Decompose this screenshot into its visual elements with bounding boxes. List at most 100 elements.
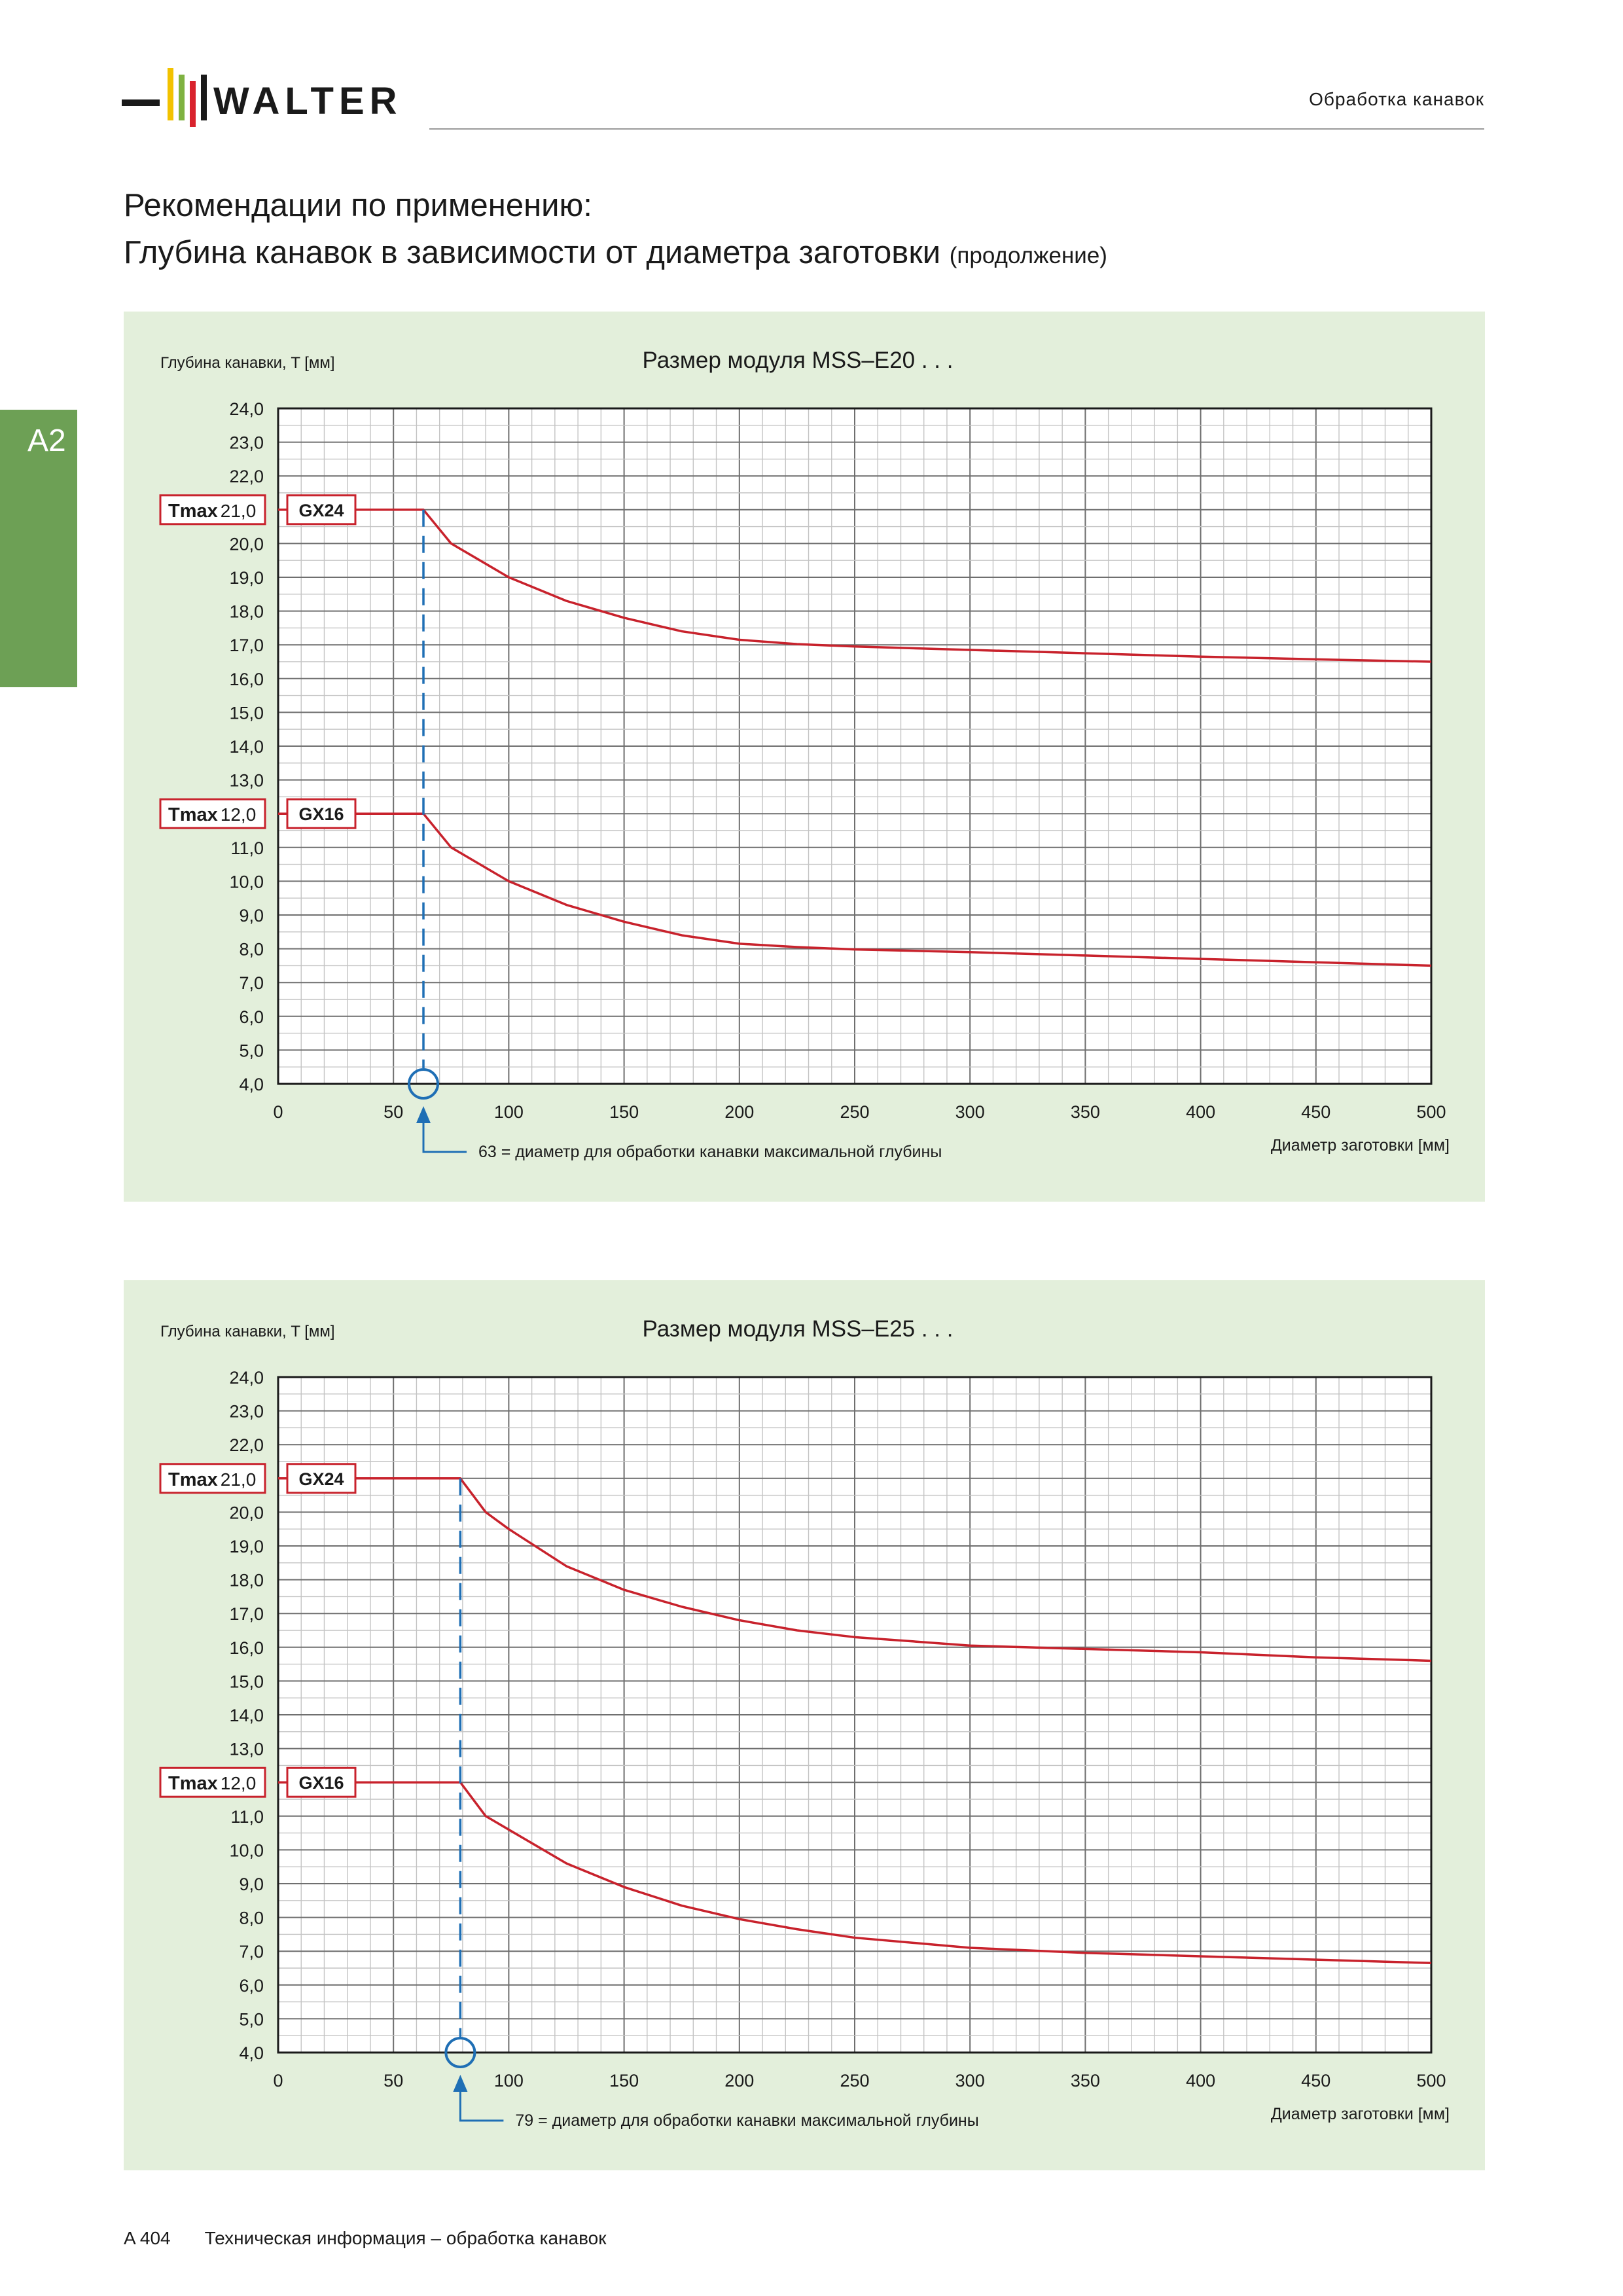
y-tick-label: 10,0 [229,1840,264,1860]
marker-annotation: 79 = диаметр для обработки канавки макси… [515,2111,978,2130]
y-tick-label: 20,0 [229,534,264,554]
plot-frame [277,407,1433,1085]
section-tab-label: A2 [27,423,66,458]
tmax-symbol: Tmax [168,1773,218,1794]
chart-panel-e25: Размер модуля MSS–E25 . . . Глубина канав… [124,1280,1485,2170]
y-tick-label: 24,0 [229,399,264,419]
series-label-box: GX24 [286,494,357,526]
y-tick-label: 6,0 [239,1976,264,1996]
y-tick-label: 11,0 [230,1807,264,1827]
walter-logo: WALTER [122,68,402,127]
tmax-label: Tmax 12,0 [168,1773,256,1794]
y-tick-label: 7,0 [239,973,264,993]
logo-text: WALTER [213,80,402,122]
series-line-gx24 [278,1477,1432,1662]
logo-bar-black [201,75,207,120]
x-tick-label: 100 [494,1102,524,1122]
x-tick-label: 350 [1071,2071,1100,2090]
x-tick-label: 250 [840,1102,869,1122]
series-label-frame [286,1463,357,1494]
y-tick-label: 9,0 [239,906,264,925]
page-title-line1: Рекомендации по применению: [124,188,592,223]
series-label: GX24 [298,501,344,520]
y-tick-label: 17,0 [229,1604,264,1624]
chart-e20: Размер модуля MSS–E20 . . . Глубина канав… [159,348,1450,1161]
tmax-box-frame [159,1463,266,1494]
logo-bar-red [190,81,196,127]
footer-page-number: A 404 [124,2228,171,2248]
y-tick-label: 16,0 [229,1638,264,1658]
tmax-box-frame [159,798,266,829]
page-title-suffix: (продолжение) [949,243,1107,268]
chart-title: Размер модуля MSS–E20 . . . [643,348,954,373]
marker-arrow-head [416,1106,431,1123]
series-label: GX16 [298,804,344,824]
tmax-label: Tmax 21,0 [168,1469,256,1490]
marker-annotation: 63 = диаметр для обработки канавки макси… [478,1143,942,1161]
y-tick-label: 22,0 [229,467,264,486]
chart-title: Размер модуля MSS–E25 . . . [643,1316,954,1342]
y-tick-label: 5,0 [239,1041,264,1060]
x-tick-label: 400 [1186,2071,1215,2090]
tmax-value: 21,0 [221,1469,257,1490]
y-tick-label: 18,0 [229,1571,264,1590]
section-tab: A2 [0,410,77,687]
tmax-label: Tmax 21,0 [168,501,256,522]
x-tick-label: 350 [1071,1102,1100,1122]
y-tick-label: 16,0 [229,670,264,689]
tmax-symbol: Tmax [168,804,218,825]
tmax-box: Tmax 21,0 [159,1463,266,1494]
y-tick-label: 10,0 [229,872,264,891]
x-tick-label: 400 [1186,1102,1215,1122]
y-tick-label: 4,0 [239,2043,264,2063]
marker-leader-line [459,2090,504,2122]
page-footer: A 404 Техническая информация – обработка … [124,2228,607,2249]
tmax-box-frame [159,1767,266,1798]
page-title-line2: Глубина канавок в зависимости от диаметр… [124,234,1107,271]
chart-panel-e20: Размер модуля MSS–E20 . . . Глубина канав… [124,312,1485,1202]
series-label-frame [286,1767,357,1798]
series-label: GX24 [298,1469,344,1489]
y-tick-label: 22,0 [229,1435,264,1455]
x-tick-label: 500 [1416,1102,1446,1122]
marker-circle [444,2037,476,2068]
x-tick-label: 250 [840,2071,869,2090]
series-label-box: GX24 [286,1463,357,1494]
y-tick-label: 13,0 [229,1740,264,1759]
y-tick-label: 5,0 [239,2009,264,2029]
x-tick-label: 0 [273,2071,283,2090]
tmax-box: Tmax 12,0 [159,798,266,829]
tmax-value: 21,0 [221,501,257,521]
x-tick-label: 0 [273,1102,283,1122]
logo-dash [122,99,160,106]
x-tick-label: 300 [955,2071,985,2090]
x-tick-label: 450 [1301,2071,1330,2090]
tmax-value: 12,0 [221,804,257,825]
x-tick-label: 200 [724,1102,754,1122]
y-tick-label: 11,0 [230,838,264,858]
y-tick-label: 4,0 [239,1075,264,1094]
tmax-value: 12,0 [221,1773,257,1793]
y-tick-label: 17,0 [229,636,264,655]
page-title-main: Глубина канавок в зависимости от диаметр… [124,235,941,270]
y-tick-label: 24,0 [229,1368,264,1388]
x-axis-label: Диаметр заготовки [мм] [1271,2105,1450,2123]
logo-bar-yellow [168,68,173,120]
series-label-box: GX16 [286,798,357,829]
y-tick-label: 15,0 [229,703,264,723]
series-line-gx16 [278,812,1432,967]
x-tick-label: 150 [609,2071,639,2090]
x-tick-label: 100 [494,2071,524,2090]
y-tick-label: 19,0 [229,1537,264,1556]
y-tick-label: 7,0 [239,1942,264,1962]
x-tick-label: 500 [1416,2071,1446,2090]
x-tick-label: 300 [955,1102,985,1122]
tmax-symbol: Tmax [168,1469,218,1490]
tmax-label: Tmax 12,0 [168,804,256,825]
y-tick-label: 9,0 [239,1874,264,1894]
x-tick-label: 50 [383,2071,403,2090]
marker-leader-line [422,1122,467,1153]
y-axis-label: Глубина канавки, T [мм] [160,354,335,372]
header-divider [429,128,1484,130]
logo-bar-green [179,75,185,120]
